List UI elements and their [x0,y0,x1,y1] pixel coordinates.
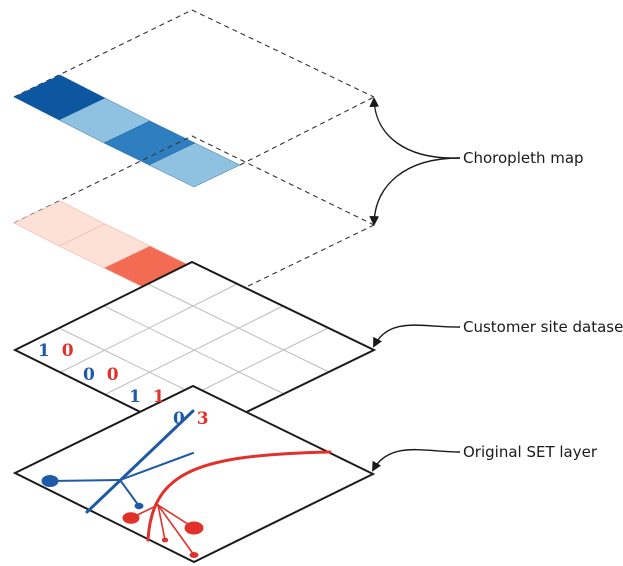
blue-layer-dashed-outline [13,9,375,98]
label-choropleth-map: Choropleth map [463,149,584,167]
red-count-3: 1 [152,387,165,407]
label-original-set-layer: Original SET layer [463,443,598,461]
grid-count-1: 1 0 [38,342,74,360]
red-arc-line [146,450,332,542]
blue-network [49,409,195,514]
red-branch-2 [157,504,166,541]
original-layer-border [12,384,376,564]
arrow-to-blue-layer [369,97,461,159]
red-node-1 [122,512,140,524]
grid-count-2: 0 0 [83,366,119,384]
blue-cross-line [119,452,194,481]
blue-count-2: 0 [83,365,95,385]
red-layer-dashed-outline-lower [239,224,375,291]
red-branch-3 [157,504,195,556]
red-count-1: 0 [61,341,74,361]
grid-count-4: 0 3 [173,410,209,428]
red-count-2: 0 [106,365,119,385]
red-node-4 [189,552,199,558]
blue-count-4: 0 [173,409,185,429]
blue-count-1: 1 [38,341,50,361]
blue-node-large [41,475,59,487]
blue-branch-left [49,479,121,482]
arrow-to-red-layer [369,157,461,226]
arrow-to-customer-grid [373,324,461,348]
grid-count-3: 1 1 [129,388,165,406]
arrow-to-original-layer [372,448,461,472]
red-layer-dashed-outline [13,135,375,226]
blue-trunk-line [85,409,195,514]
blue-cell-4 [148,142,241,188]
blue-choropleth-layer [13,9,375,188]
red-count-4: 3 [196,409,209,429]
red-node-2 [184,521,204,535]
blue-count-3: 1 [129,387,141,407]
original-set-layer [12,384,376,564]
blue-node-small [134,502,144,510]
label-customer-site-dataset: Customer site dataset [463,318,623,336]
blue-layer-dashed-outline-lower [239,96,375,166]
customer-grid-border [12,260,377,440]
blue-branch-right [119,479,140,507]
pointer-arrows [369,97,461,472]
red-node-3 [161,537,169,543]
